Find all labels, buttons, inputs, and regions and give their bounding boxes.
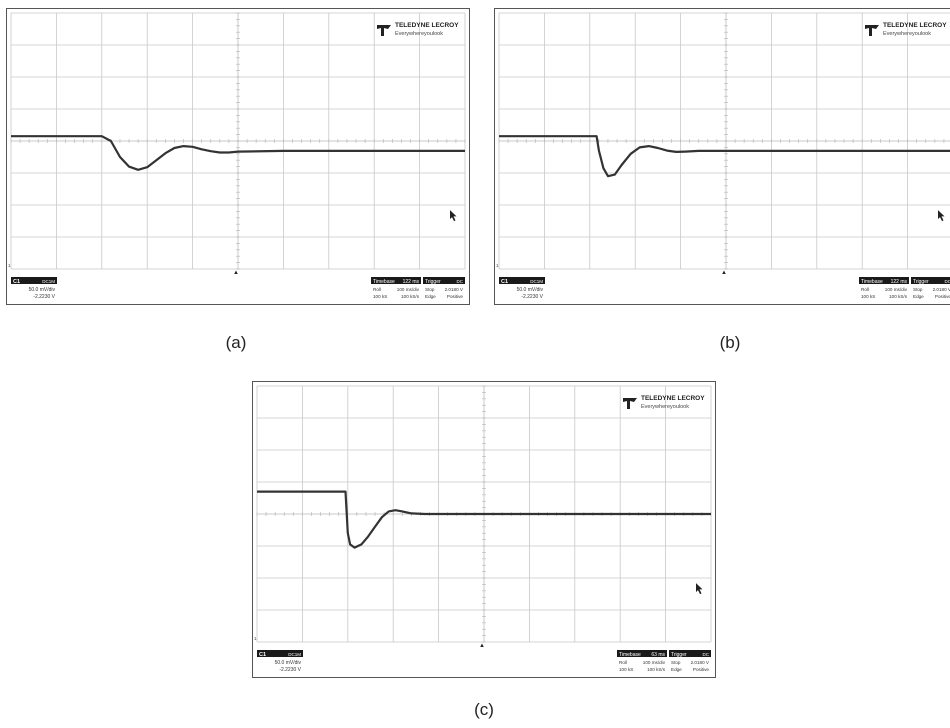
oscilloscope-b: TELEDYNE LECROY Everywhereyoulook ▲ C1 DC1M 5… xyxy=(494,8,950,305)
mouse-cursor-icon xyxy=(938,210,945,222)
channel-offset: -2.2230 V xyxy=(33,294,55,300)
channel-ground-marker: 1 xyxy=(254,636,257,641)
timebase-samples: 100 kS xyxy=(861,294,875,299)
timebase-samples: 100 kS xyxy=(619,667,633,672)
scope-screen-a: TELEDYNE LECROY Everywhereyoulook ▲ C1 DC1M 5… xyxy=(8,12,466,300)
brand-logo: TELEDYNE LECROY Everywhereyoulook xyxy=(865,22,947,37)
waveform-trace xyxy=(11,135,465,171)
timebase-rate: 100 ms/div xyxy=(397,287,420,292)
timebase-label: Timebase xyxy=(619,652,641,658)
trigger-badge xyxy=(911,277,950,284)
scope-screen-c: TELEDYNE LECROY Everywhereyoulook ▲ C1 DC1M 5… xyxy=(254,385,712,673)
brand-name: TELEDYNE LECROY xyxy=(395,22,459,29)
trigger-type: Edge xyxy=(425,294,436,299)
logo-mark-icon xyxy=(865,25,879,36)
channel-coupling: DC1M xyxy=(288,652,301,657)
timebase-mode: Roll xyxy=(861,287,869,292)
timebase-mode: Roll xyxy=(619,660,627,665)
timebase-badge xyxy=(617,650,667,657)
timebase-sample-rate: 100 kS/s xyxy=(889,294,908,299)
timebase-sample-rate: 100 kS/s xyxy=(647,667,666,672)
timebase-delay: 63 ms xyxy=(651,652,665,658)
channel-scale: 50.0 mV/div xyxy=(517,287,544,293)
mouse-cursor-icon xyxy=(450,210,457,222)
timebase-rate: 100 ms/div xyxy=(885,287,908,292)
timebase-mode: Roll xyxy=(373,287,381,292)
trigger-badge xyxy=(423,277,465,284)
trigger-type: Edge xyxy=(671,667,682,672)
trigger-label: Trigger xyxy=(425,279,441,285)
trigger-slope: Positive xyxy=(447,294,464,299)
waveform-trace xyxy=(257,490,711,549)
channel-ground-marker: 1 xyxy=(8,263,11,268)
brand-logo: TELEDYNE LECROY Everywhereyoulook xyxy=(623,395,705,410)
trigger-position-marker: ▲ xyxy=(233,270,239,276)
caption-c: (c) xyxy=(474,700,494,719)
waveform-trace xyxy=(499,135,950,178)
logo-mark-icon xyxy=(623,398,637,409)
caption-b: (b) xyxy=(719,333,741,352)
trigger-badge xyxy=(669,650,711,657)
channel-name: C1 xyxy=(13,279,20,285)
brand-name: TELEDYNE LECROY xyxy=(883,22,947,29)
brand-tagline: Everywhereyoulook xyxy=(395,31,443,37)
mouse-cursor-icon xyxy=(696,583,703,595)
channel-offset: -2.2230 V xyxy=(521,294,543,300)
trigger-position-marker: ▲ xyxy=(479,643,485,649)
trigger-type: Edge xyxy=(913,294,924,299)
oscilloscope-c: TELEDYNE LECROY Everywhereyoulook ▲ C1 DC1M 5… xyxy=(252,381,716,678)
trigger-state: Stop xyxy=(671,660,681,665)
trigger-slope: Positive xyxy=(693,667,710,672)
timebase-samples: 100 kS xyxy=(373,294,387,299)
channel-coupling: DC1M xyxy=(530,279,543,284)
channel-scale: 50.0 mV/div xyxy=(29,287,56,293)
channel-badge xyxy=(11,277,57,284)
channel-ground-marker: 1 xyxy=(496,263,499,268)
brand-tagline: Everywhereyoulook xyxy=(641,404,689,410)
trigger-slope: Positive xyxy=(935,294,950,299)
scope-screen-b: TELEDYNE LECROY Everywhereyoulook ▲ C1 DC1M 5… xyxy=(496,12,950,300)
trigger-level: 2.0180 V xyxy=(933,287,950,292)
timebase-badge xyxy=(371,277,421,284)
timebase-badge xyxy=(859,277,909,284)
trigger-coupling: DC xyxy=(945,279,950,284)
channel-badge xyxy=(257,650,303,657)
trigger-coupling: DC xyxy=(703,652,710,657)
timebase-delay: 122 ms xyxy=(403,279,420,285)
trigger-state: Stop xyxy=(425,287,435,292)
trigger-label: Trigger xyxy=(913,279,929,285)
channel-coupling: DC1M xyxy=(42,279,55,284)
logo-mark-icon xyxy=(377,25,391,36)
timebase-rate: 100 ms/div xyxy=(643,660,666,665)
timebase-label: Timebase xyxy=(373,279,395,285)
channel-name: C1 xyxy=(259,652,266,658)
channel-badge xyxy=(499,277,545,284)
trigger-position-marker: ▲ xyxy=(721,270,727,276)
trigger-state: Stop xyxy=(913,287,923,292)
channel-offset: -2.2230 V xyxy=(279,667,301,673)
timebase-label: Timebase xyxy=(861,279,883,285)
timebase-delay: 122 ms xyxy=(891,279,908,285)
brand-tagline: Everywhereyoulook xyxy=(883,31,931,37)
brand-logo: TELEDYNE LECROY Everywhereyoulook xyxy=(377,22,459,37)
brand-name: TELEDYNE LECROY xyxy=(641,395,705,402)
oscilloscope-a: TELEDYNE LECROY Everywhereyoulook ▲ C1 DC1M 5… xyxy=(6,8,470,305)
channel-scale: 50.0 mV/div xyxy=(275,660,302,666)
trigger-level: 2.0180 V xyxy=(445,287,464,292)
timebase-sample-rate: 100 kS/s xyxy=(401,294,420,299)
channel-name: C1 xyxy=(501,279,508,285)
caption-a: (a) xyxy=(225,333,247,352)
trigger-label: Trigger xyxy=(671,652,687,658)
trigger-level: 2.0180 V xyxy=(691,660,710,665)
trigger-coupling: DC xyxy=(457,279,464,284)
